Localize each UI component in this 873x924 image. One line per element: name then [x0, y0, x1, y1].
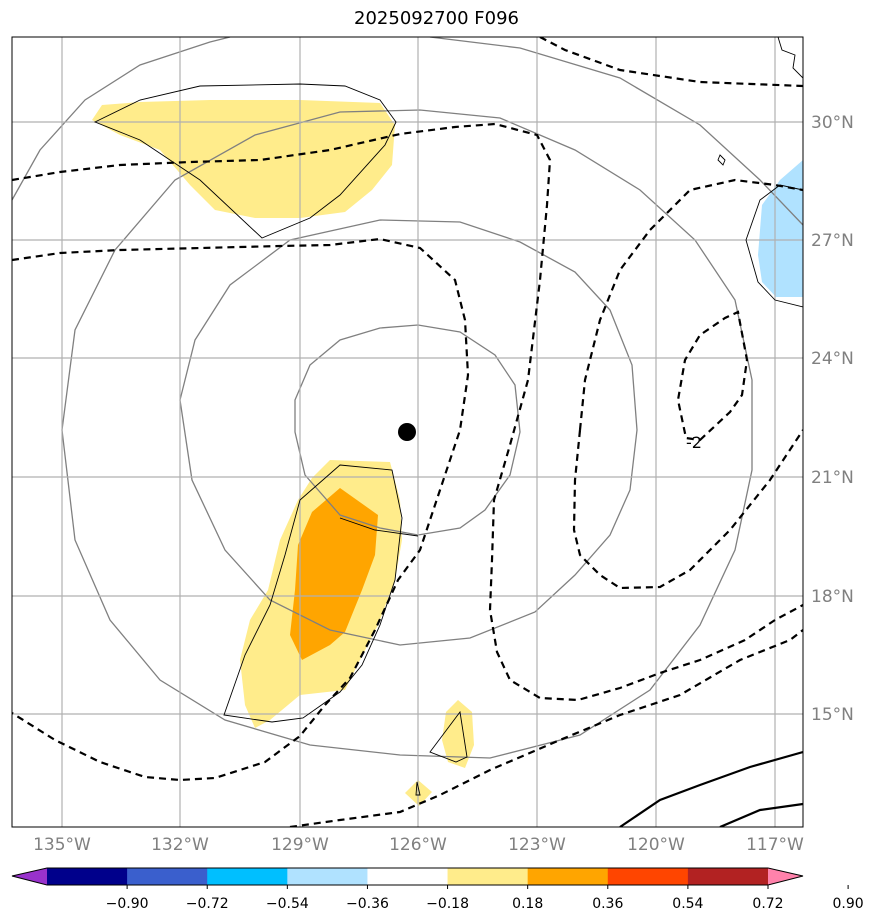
map-title: 2025092700 F096	[354, 8, 519, 29]
fill-light-blue	[758, 160, 803, 297]
fill-orange	[290, 488, 378, 660]
lat-label: 21°N	[811, 468, 854, 488]
gray-contours	[12, 37, 803, 759]
lon-label: 120°W	[627, 835, 685, 855]
colorbar-tick-label: 0.18	[512, 896, 543, 912]
dashed-contours	[12, 37, 803, 827]
longitude-labels: 135°W 132°W 129°W 126°W 123°W 120°W 117°…	[33, 835, 804, 855]
lon-label: 117°W	[746, 835, 804, 855]
colorbar-extend-min	[12, 868, 47, 885]
fill-light-yellow-north	[92, 100, 395, 218]
lat-label: 24°N	[811, 349, 854, 369]
colorbar-swatch	[447, 868, 529, 885]
lon-label: 126°W	[389, 835, 447, 855]
lat-label: 27°N	[811, 231, 854, 251]
lat-label: 18°N	[811, 587, 854, 607]
contour-label: -2	[686, 433, 702, 452]
latitude-labels: 30°N 27°N 24°N 21°N 18°N 15°N	[811, 113, 854, 725]
colorbar-tick-label: 0.54	[672, 896, 703, 912]
colorbar-tick-label: 0.72	[752, 896, 783, 912]
colorbar-tick-label: 0.90	[833, 896, 864, 912]
colorbar-swatch	[687, 868, 769, 885]
colorbar-swatch	[47, 868, 128, 885]
map-frame	[11, 36, 804, 828]
solid-contours	[619, 750, 803, 827]
colorbar-swatch	[287, 868, 368, 885]
colorbar-tick-label: −0.90	[106, 896, 149, 912]
storm-center-marker	[398, 423, 416, 441]
graticule	[12, 37, 803, 827]
thin-outlines	[93, 37, 803, 796]
colorbar-tick-label: −0.72	[186, 896, 229, 912]
lon-label: 132°W	[151, 835, 209, 855]
lon-label: 129°W	[271, 835, 329, 855]
colorbar: −0.90 −0.72 −0.54 −0.36 −0.18 0.18 0.36 0.54 0.7…	[11, 867, 864, 912]
lat-label: 30°N	[811, 113, 854, 133]
lat-label: 15°N	[811, 705, 854, 725]
lon-label: 135°W	[33, 835, 91, 855]
colorbar-outline	[11, 867, 804, 886]
lon-label: 123°W	[508, 835, 566, 855]
colorbar-tick-label: −0.36	[346, 896, 389, 912]
colorbar-extend-max	[768, 868, 803, 885]
colorbar-tick-label: 0.36	[592, 896, 623, 912]
colorbar-tick-label: −0.18	[426, 896, 469, 912]
colorbar-tick-label: −0.54	[266, 896, 309, 912]
colorbar-swatch	[127, 868, 208, 885]
map-plot-area: -2	[12, 37, 803, 827]
colorbar-swatch	[367, 868, 449, 885]
colorbar-swatch	[527, 868, 609, 885]
colorbar-swatch	[607, 868, 689, 885]
colorbar-swatch	[207, 868, 288, 885]
